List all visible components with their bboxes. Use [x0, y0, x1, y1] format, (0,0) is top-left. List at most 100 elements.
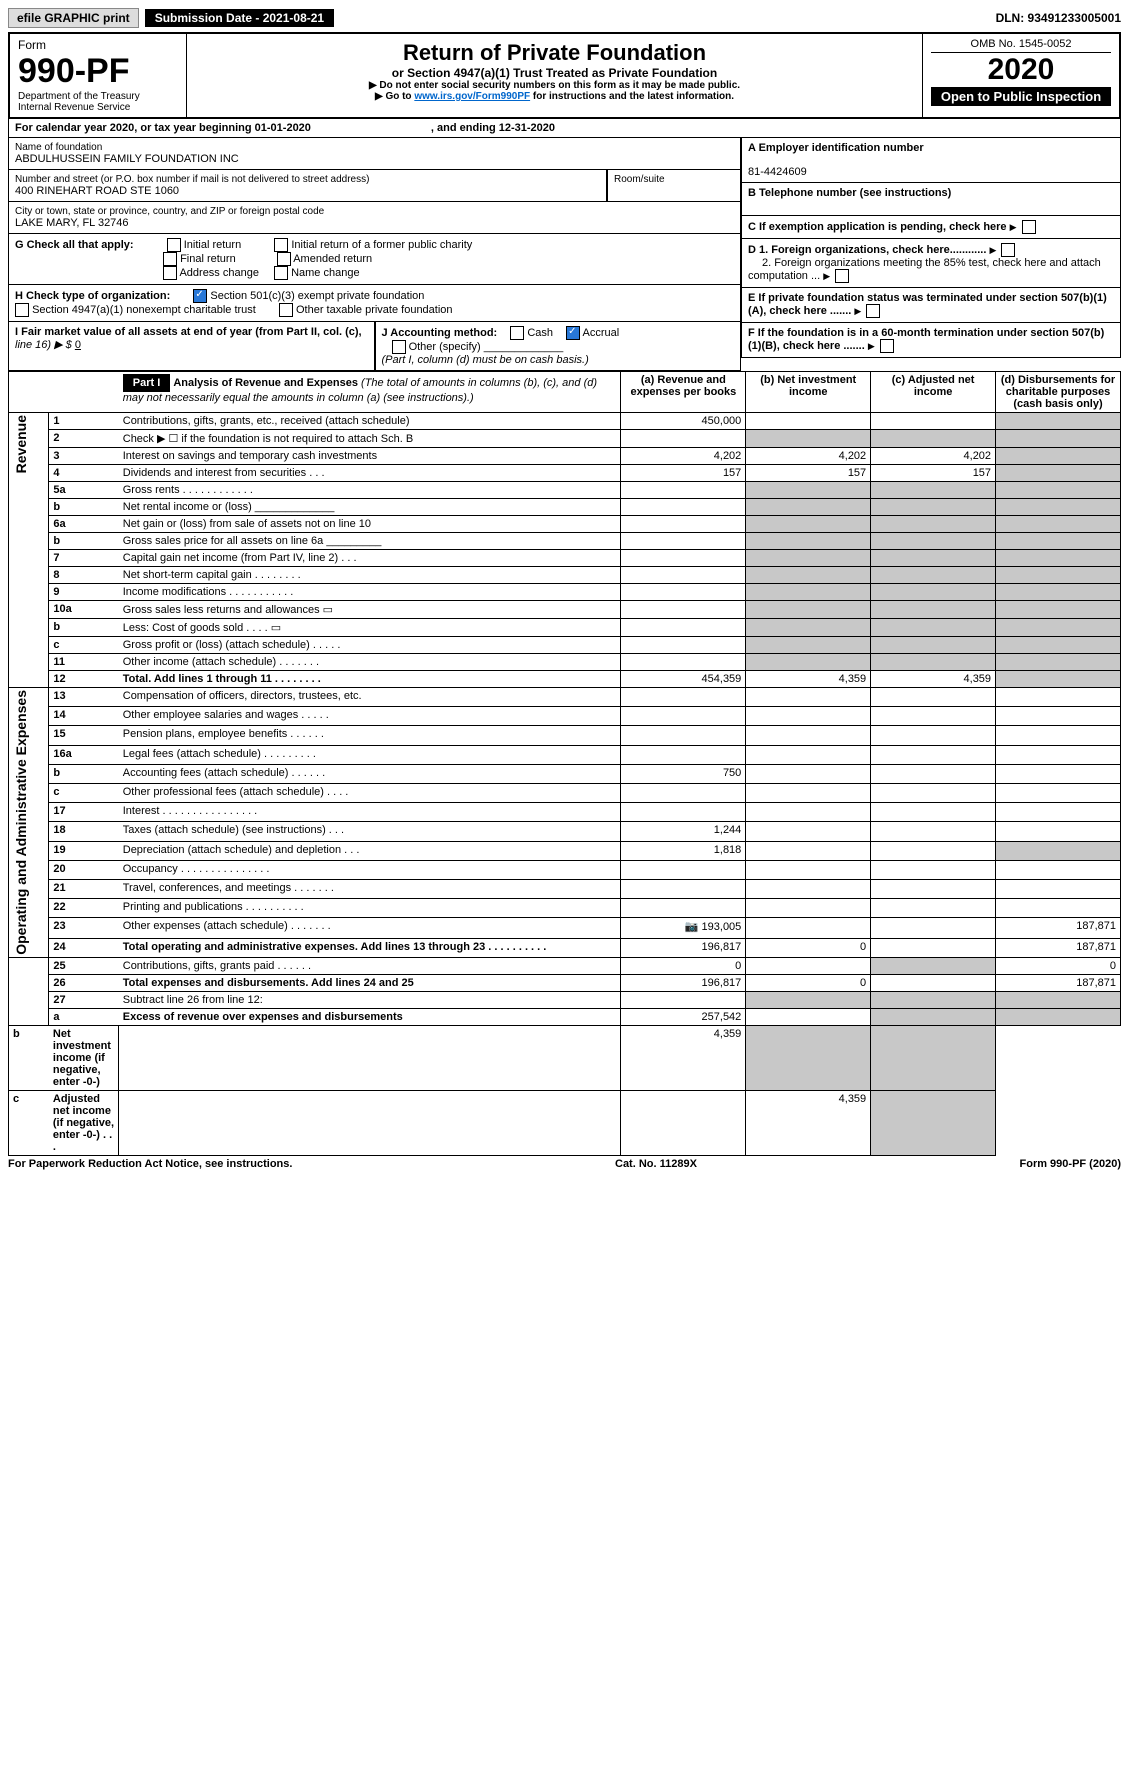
col-a: 454,359	[621, 671, 746, 688]
other-taxable-checkbox[interactable]	[279, 303, 293, 317]
a-box: A Employer identification number 81-4424…	[741, 138, 1121, 183]
name-change-checkbox[interactable]	[274, 266, 288, 280]
address-change-checkbox[interactable]	[163, 266, 177, 280]
line-desc: Total expenses and disbursements. Add li…	[119, 974, 621, 991]
col-d	[996, 745, 1121, 764]
instructions-line: ▶ Go to www.irs.gov/Form990PF for instru…	[195, 91, 914, 102]
part1-table: Part I Analysis of Revenue and Expenses …	[8, 371, 1121, 1156]
4947-checkbox[interactable]	[15, 303, 29, 317]
col-c	[871, 1008, 996, 1025]
col-c	[871, 584, 996, 601]
501c3-checkbox[interactable]	[193, 289, 207, 303]
col-a: 196,817	[621, 938, 746, 957]
final-return-checkbox[interactable]	[163, 252, 177, 266]
j-label: J Accounting method:	[382, 327, 498, 339]
col-d	[996, 783, 1121, 802]
goto-prefix: ▶ Go to	[375, 91, 414, 102]
form-title: Return of Private Foundation	[195, 40, 914, 66]
col-a	[621, 619, 746, 637]
col-a	[621, 726, 746, 745]
line-number: a	[49, 1008, 119, 1025]
f-box: F If the foundation is in a 60-month ter…	[741, 323, 1121, 358]
instructions-link[interactable]: www.irs.gov/Form990PF	[414, 91, 530, 102]
col-b	[746, 533, 871, 550]
col-d	[996, 637, 1121, 654]
line-desc: Subtract line 26 from line 12:	[119, 991, 621, 1008]
line-desc: Taxes (attach schedule) (see instruction…	[119, 822, 621, 841]
col-a	[621, 803, 746, 822]
line-number: 4	[49, 465, 119, 482]
d2-checkbox[interactable]	[835, 269, 849, 283]
cat-no: Cat. No. 11289X	[615, 1158, 697, 1170]
form-number: 990-PF	[18, 52, 178, 91]
d1-checkbox[interactable]	[1001, 243, 1015, 257]
col-d	[996, 822, 1121, 841]
cal-end: , and ending 12-31-2020	[431, 122, 555, 134]
j-note: (Part I, column (d) must be on cash basi…	[382, 354, 589, 366]
form-header: Form 990-PF Department of the Treasury I…	[8, 32, 1121, 119]
e-checkbox[interactable]	[866, 304, 880, 318]
line-desc: Depreciation (attach schedule) and deple…	[119, 841, 621, 860]
line-number: 25	[49, 957, 119, 974]
col-d	[996, 533, 1121, 550]
line-number: 13	[49, 688, 119, 707]
efile-print-button[interactable]: efile GRAPHIC print	[8, 8, 139, 28]
line-desc: Gross profit or (loss) (attach schedule)…	[119, 637, 621, 654]
col-d	[996, 841, 1121, 860]
top-bar: efile GRAPHIC print Submission Date - 20…	[8, 8, 1121, 28]
g-box: G Check all that apply: Initial return I…	[8, 234, 741, 285]
col-c: 157	[871, 465, 996, 482]
col-b: 4,359	[621, 1025, 746, 1090]
col-a: 257,542	[621, 1008, 746, 1025]
line-number: 16a	[49, 745, 119, 764]
h-label: H Check type of organization:	[15, 290, 170, 302]
line-number: b	[49, 764, 119, 783]
line-number: 14	[49, 707, 119, 726]
col-d	[996, 601, 1121, 619]
other-method-checkbox[interactable]	[392, 340, 406, 354]
line-desc: Net investment income (if negative, ente…	[49, 1025, 119, 1090]
col-a: 4,202	[621, 448, 746, 465]
col-a	[119, 1025, 621, 1090]
line-number: b	[49, 533, 119, 550]
line-number: 12	[49, 671, 119, 688]
line-number: 22	[49, 899, 119, 918]
f-checkbox[interactable]	[880, 339, 894, 353]
col-c	[871, 841, 996, 860]
ein-label: A Employer identification number	[748, 142, 924, 154]
cal-begin: For calendar year 2020, or tax year begi…	[15, 122, 311, 134]
goto-suffix: for instructions and the latest informat…	[530, 91, 734, 102]
col-a	[621, 499, 746, 516]
col-c	[871, 550, 996, 567]
line-desc: Adjusted net income (if negative, enter …	[49, 1090, 119, 1155]
city-box: City or town, state or province, country…	[8, 202, 741, 234]
col-d	[996, 584, 1121, 601]
h-box: H Check type of organization: Section 50…	[8, 285, 741, 322]
initial-former-checkbox[interactable]	[274, 238, 288, 252]
col-d: 0	[996, 957, 1121, 974]
initial-return-checkbox[interactable]	[167, 238, 181, 252]
col-a: 📷 193,005	[621, 918, 746, 938]
col-a: 1,244	[621, 822, 746, 841]
d-box: D 1. Foreign organizations, check here..…	[741, 239, 1121, 288]
col-b	[746, 726, 871, 745]
col-c	[871, 637, 996, 654]
amended-checkbox[interactable]	[277, 252, 291, 266]
d1-label: D 1. Foreign organizations, check here..…	[748, 244, 986, 256]
col-d	[996, 764, 1121, 783]
c-box: C If exemption application is pending, c…	[741, 216, 1121, 239]
accrual-checkbox[interactable]	[566, 326, 580, 340]
col-b	[746, 957, 871, 974]
col-a	[621, 991, 746, 1008]
col-d	[996, 879, 1121, 898]
line-desc: Other expenses (attach schedule) . . . .…	[119, 918, 621, 938]
part1-badge: Part I	[123, 374, 171, 392]
j-box: J Accounting method: Cash Accrual Other …	[375, 322, 742, 371]
opt-cash: Cash	[527, 327, 553, 339]
cash-checkbox[interactable]	[510, 326, 524, 340]
c-checkbox[interactable]	[1022, 220, 1036, 234]
col-b	[746, 516, 871, 533]
col-d	[996, 860, 1121, 879]
line-number: 5a	[49, 482, 119, 499]
line-desc: Contributions, gifts, grants, etc., rece…	[119, 413, 621, 430]
